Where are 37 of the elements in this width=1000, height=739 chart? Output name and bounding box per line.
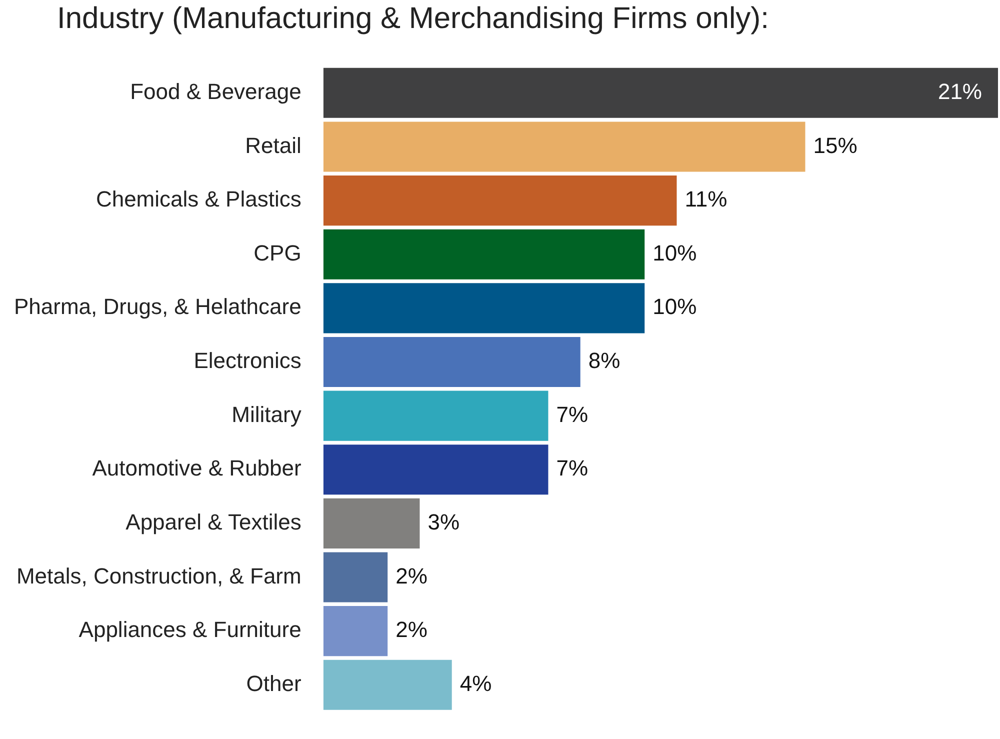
y-tick-label: Chemicals & Plastics <box>96 186 302 212</box>
y-tick-label: Food & Beverage <box>130 78 302 104</box>
data-label: 10% <box>652 294 697 320</box>
y-tick-label: Other <box>246 670 302 696</box>
bar <box>323 336 580 388</box>
bar <box>323 552 388 602</box>
bar <box>323 606 388 656</box>
y-tick-label: Electronics <box>194 348 302 374</box>
y-tick-label: Apparel & Textiles <box>126 510 302 535</box>
data-label: 7% <box>556 402 588 427</box>
data-label: 2% <box>396 563 428 588</box>
bar <box>323 176 677 226</box>
bar <box>323 283 645 334</box>
y-tick-label: Retail <box>245 132 302 158</box>
y-tick-label: CPG <box>254 240 302 266</box>
y-tick-label: Military <box>232 402 302 427</box>
bar <box>323 498 420 548</box>
data-label: 11% <box>684 186 728 212</box>
chart-title: Industry (Manufacturing & Merchandising Firms only): <box>57 2 769 36</box>
data-label: 15% <box>813 132 858 158</box>
bar <box>323 122 806 172</box>
data-label: 21% <box>938 78 982 104</box>
data-label: 7% <box>556 456 588 481</box>
bar <box>323 660 452 710</box>
data-label: 3% <box>428 510 460 535</box>
bar <box>323 229 645 280</box>
data-label: 4% <box>460 670 492 696</box>
bar <box>323 390 548 441</box>
data-label: 10% <box>652 240 697 266</box>
y-tick-label: Appliances & Furniture <box>78 617 302 642</box>
y-tick-label: Automotive & Rubber <box>92 456 302 481</box>
y-tick-label: Metals, Construction, & Farm <box>16 563 302 588</box>
data-label: 8% <box>588 348 620 374</box>
data-label: 2% <box>396 617 428 642</box>
bar <box>323 444 548 495</box>
y-tick-label: Pharma, Drugs, & Helathcare <box>14 294 302 320</box>
bar <box>323 68 998 118</box>
